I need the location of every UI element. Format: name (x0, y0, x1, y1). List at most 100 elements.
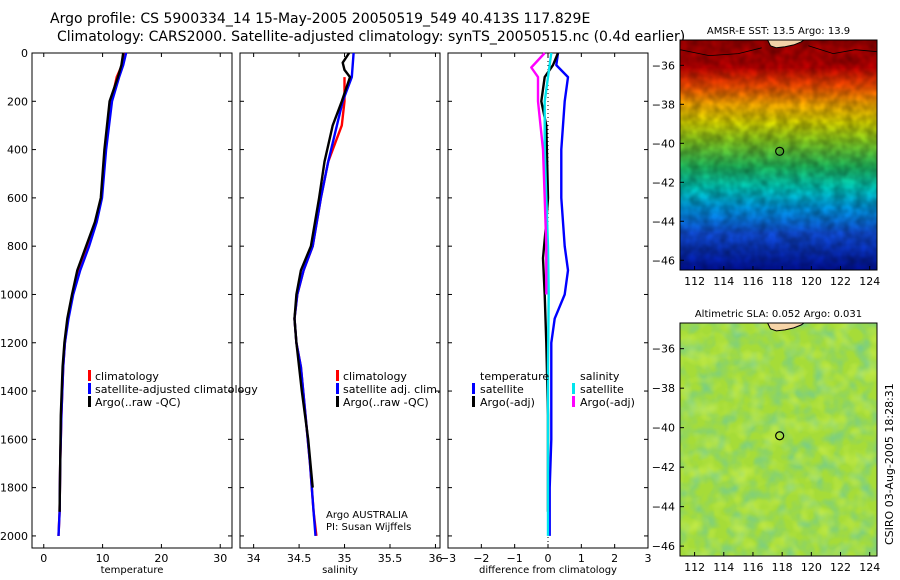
series-climatology (293, 77, 346, 537)
legend-swatch (88, 370, 91, 381)
x-tick-label: 2 (611, 552, 618, 565)
y-tick-label: 400 (7, 144, 28, 157)
x-tick-label: 118 (772, 561, 793, 574)
legend-swatch (336, 370, 339, 381)
series-argo-raw-qc- (58, 52, 125, 512)
legend-entry: Argo(-adj) (480, 396, 535, 409)
series-climatology (57, 52, 126, 536)
legend-swatch (472, 396, 475, 407)
map-frame (679, 322, 878, 557)
institution-label: Argo AUSTRALIA (326, 510, 408, 521)
series-salinity-satellite (543, 52, 553, 536)
x-tick-label: 114 (713, 561, 734, 574)
x-tick-label: 112 (684, 561, 705, 574)
y-tick-label: 1800 (0, 482, 28, 495)
panel-salinity: 34 34.5 35 35.5 36 salinity climatologysatelli… (239, 52, 442, 576)
legend-swatch (88, 383, 91, 394)
argo-float-marker (775, 431, 785, 441)
legend-swatch (472, 383, 475, 394)
x-tick-label: 122 (830, 561, 851, 574)
x-tick-label: 122 (830, 275, 851, 288)
legend-difference: temperaturesatelliteArgo(-adj)salinitysa… (472, 370, 635, 409)
panel-frame (31, 52, 233, 549)
x-tick-label: −2 (473, 552, 489, 565)
y-tick-label: 200 (7, 95, 28, 108)
legend-entry: satellite (480, 383, 524, 396)
x-tick-label: 34.5 (287, 552, 312, 565)
x-tick-label: 124 (859, 275, 880, 288)
y-tick-label: 0 (21, 47, 28, 60)
x-tick-label: 35.5 (378, 552, 403, 565)
y-tick-label: 800 (7, 240, 28, 253)
x-axis-label: difference from climatology (479, 565, 617, 576)
isobath (680, 47, 762, 57)
x-tick-label: 0 (40, 552, 47, 565)
x-tick-label: 120 (801, 275, 822, 288)
series-argo-raw-qc- (293, 52, 352, 488)
y-tick-label: −42 (652, 176, 675, 189)
y-tick-label: 1600 (0, 433, 28, 446)
x-axis-label: temperature (101, 565, 164, 576)
legend-swatch (336, 396, 339, 407)
legend-entry: Argo(..raw -QC) (95, 396, 181, 409)
y-tick-label: −36 (652, 343, 675, 356)
x-tick-label: 35 (338, 552, 352, 565)
map-frame (679, 39, 878, 271)
isobath (808, 45, 877, 55)
series-salinity-argo-adj- (530, 52, 548, 295)
legend-swatch (88, 396, 91, 407)
y-tick-label: 1200 (0, 337, 28, 350)
y-tick-label: 1000 (0, 288, 28, 301)
y-tick-label: −46 (652, 540, 675, 553)
y-tick-label: 1400 (0, 385, 28, 398)
title-line-1: Argo profile: CS 5900334_14 15-May-2005 … (50, 11, 591, 27)
y-tick-label: −36 (652, 59, 675, 72)
map-sla-map: 112 114 116 118 120 122 124 −36 −38 −40 −42 −44 −46 A… (652, 309, 880, 574)
map-title: AMSR-E SST: 13.5 Argo: 13.9 (707, 26, 850, 37)
legend-swatch (572, 383, 575, 394)
title-line-2: Climatology: CARS2000. Satellite-adjuste… (57, 29, 686, 45)
series-satellite-adj-clim- (293, 52, 355, 536)
y-tick-label: −38 (652, 98, 675, 111)
map-title: Altimetric SLA: 0.052 Argo: 0.031 (695, 309, 862, 320)
legend-swatch (336, 383, 339, 394)
legend-entry: salinity (580, 370, 620, 383)
x-tick-label: 116 (742, 561, 763, 574)
y-tick-label: −44 (652, 501, 675, 514)
x-tick-label: 1 (578, 552, 585, 565)
y-tick-label: −38 (652, 382, 675, 395)
legend-entry: climatology (343, 370, 407, 383)
legend-entry: temperature (480, 370, 549, 383)
y-tick-label: 2000 (0, 530, 28, 543)
y-tick-label: 600 (7, 192, 28, 205)
series-temperature-satellite (548, 52, 570, 536)
x-tick-label: 34 (247, 552, 261, 565)
y-tick-label: −46 (652, 254, 675, 267)
x-tick-label: 124 (859, 561, 880, 574)
legend-swatch (572, 396, 575, 407)
credit-stamp: CSIRO 03-Aug-2005 18:28:31 (883, 383, 896, 545)
x-tick-label: 30 (213, 552, 227, 565)
x-tick-label: 10 (96, 552, 110, 565)
x-tick-label: −1 (507, 552, 523, 565)
series-satellite-adjusted-climatology (57, 52, 128, 536)
legend-entry: climatology (95, 370, 159, 383)
x-tick-label: 116 (742, 275, 763, 288)
x-tick-label: −3 (440, 552, 456, 565)
y-tick-label: −40 (652, 137, 675, 150)
panel-difference: −3 −2 −1 0 1 2 3 difference from climatology tem… (440, 52, 652, 576)
legend-entry: satellite (580, 383, 624, 396)
x-axis-label: salinity (322, 565, 358, 576)
x-tick-label: 20 (154, 552, 168, 565)
legend-entry: satellite adj. clim. (343, 383, 440, 396)
map-sst-map: 112 114 116 118 120 122 124 −36 −38 −40 −42 −44 −46 A… (652, 26, 880, 288)
legend-entry: satellite-adjusted climatology (95, 383, 258, 396)
x-tick-label: 36 (428, 552, 442, 565)
pi-label: PI: Susan Wijffels (326, 522, 411, 533)
panel-frame (239, 52, 441, 549)
legend-entry: Argo(..raw -QC) (343, 396, 429, 409)
x-tick-label: 118 (772, 275, 793, 288)
legend-entry: Argo(-adj) (580, 396, 635, 409)
